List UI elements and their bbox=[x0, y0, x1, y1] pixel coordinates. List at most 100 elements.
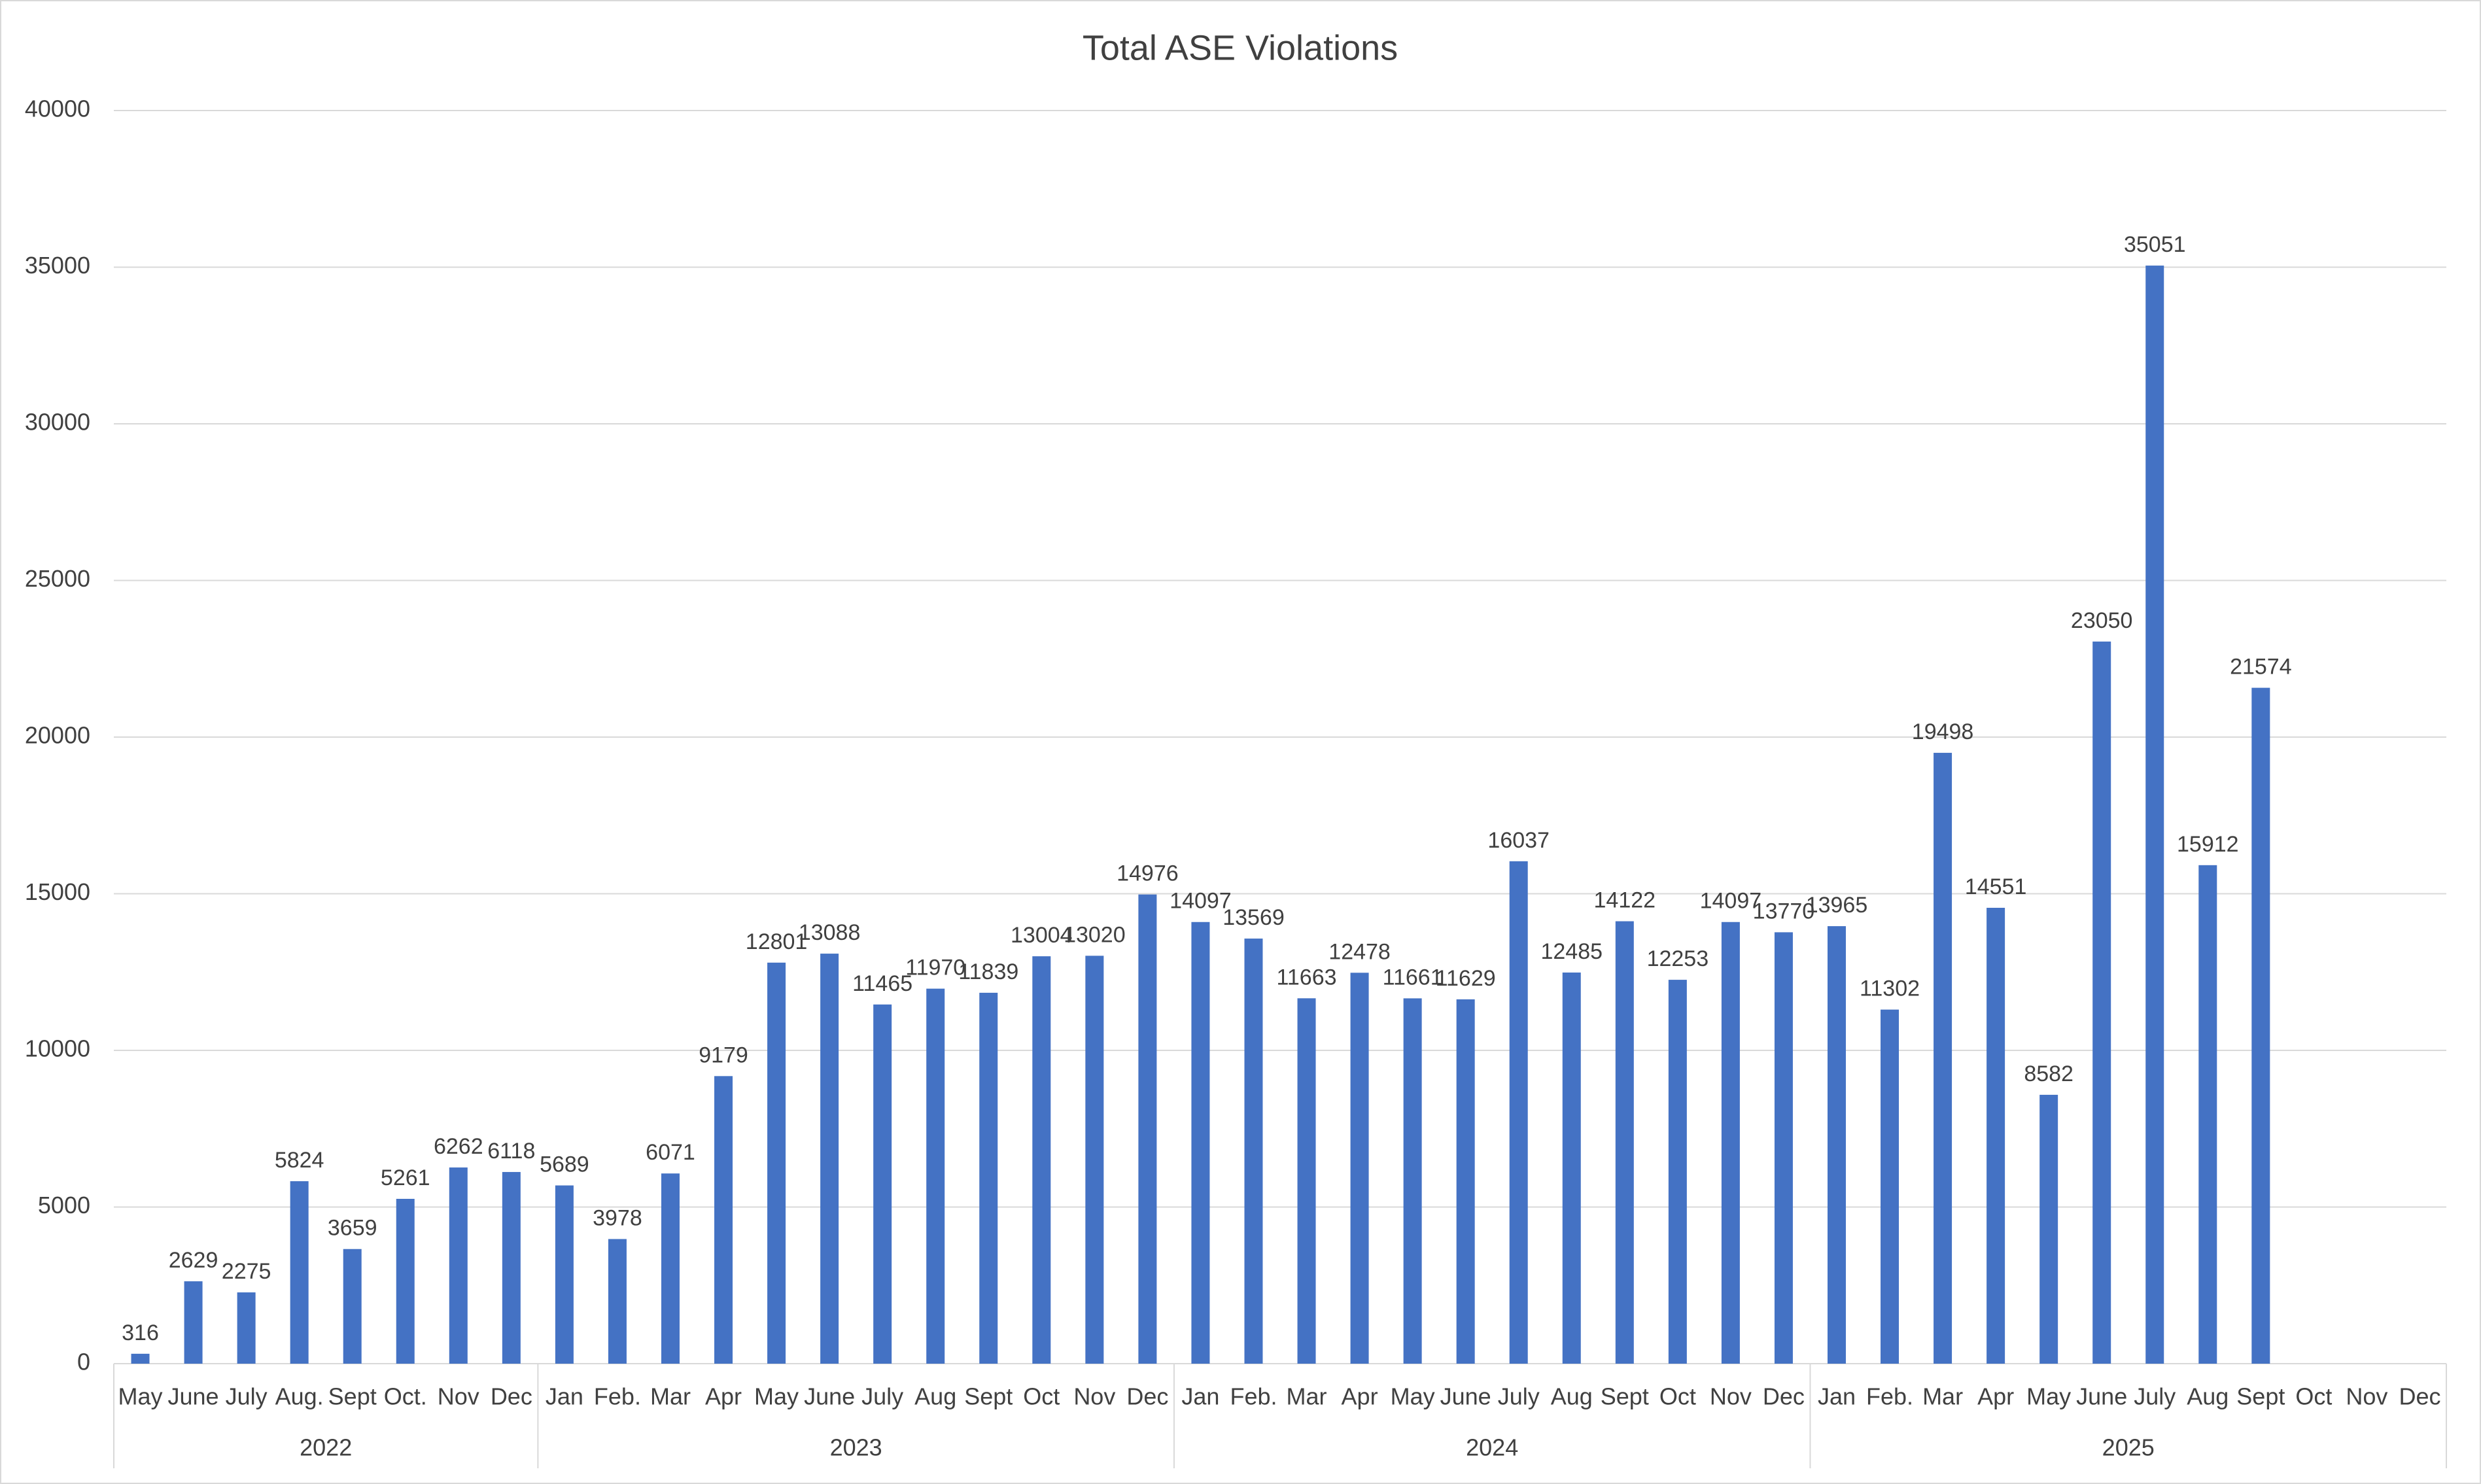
x-tick-label: Feb. bbox=[1866, 1383, 1913, 1410]
bar bbox=[979, 992, 998, 1364]
data-label: 13965 bbox=[1806, 893, 1868, 918]
bar bbox=[820, 954, 839, 1364]
bar bbox=[1032, 956, 1051, 1364]
bar bbox=[1191, 922, 1210, 1364]
bar bbox=[661, 1173, 680, 1364]
bar bbox=[2198, 865, 2217, 1364]
bar bbox=[2251, 687, 2270, 1364]
y-tick-label: 35000 bbox=[25, 252, 90, 279]
group-label: 2023 bbox=[830, 1434, 882, 1461]
data-label: 11970 bbox=[905, 956, 965, 980]
bar bbox=[449, 1167, 468, 1364]
x-tick-label: Nov bbox=[438, 1383, 479, 1410]
x-tick-label: June bbox=[2076, 1383, 2127, 1410]
x-tick-label: June bbox=[168, 1383, 219, 1410]
y-tick-label: 5000 bbox=[38, 1192, 90, 1218]
x-tick-label: Sept bbox=[328, 1383, 377, 1410]
data-label: 13088 bbox=[799, 920, 861, 945]
data-label: 13004 bbox=[1011, 923, 1073, 948]
x-tick-label: Aug bbox=[2187, 1383, 2229, 1410]
x-tick-label: Sept bbox=[964, 1383, 1013, 1410]
y-tick-label: 30000 bbox=[25, 409, 90, 436]
bar bbox=[1987, 908, 2005, 1364]
x-tick-label: Aug bbox=[1551, 1383, 1593, 1410]
x-tick-label: Mar bbox=[650, 1383, 691, 1410]
data-label: 2629 bbox=[169, 1248, 218, 1273]
x-tick-label: Oct. bbox=[384, 1383, 427, 1410]
bar bbox=[1138, 894, 1157, 1364]
x-tick-label: Nov bbox=[2346, 1383, 2387, 1410]
data-label: 15912 bbox=[2177, 832, 2239, 857]
x-tick-label: Jan bbox=[1818, 1383, 1856, 1410]
data-label: 14097 bbox=[1700, 889, 1762, 914]
y-tick-label: 25000 bbox=[25, 565, 90, 592]
y-tick-label: 20000 bbox=[25, 722, 90, 749]
data-label: 13770 bbox=[1753, 899, 1815, 923]
data-label: 12478 bbox=[1328, 939, 1391, 964]
data-label: 8582 bbox=[2024, 1061, 2073, 1086]
bar bbox=[343, 1249, 362, 1364]
x-tick-label: May bbox=[1391, 1383, 1435, 1410]
bar bbox=[1721, 922, 1740, 1364]
bar bbox=[2039, 1094, 2058, 1364]
bar bbox=[714, 1076, 733, 1364]
data-label: 316 bbox=[122, 1320, 159, 1345]
x-tick-label: Apr bbox=[705, 1383, 742, 1410]
bar bbox=[1827, 926, 1846, 1364]
bar bbox=[1881, 1009, 1900, 1364]
data-label: 6262 bbox=[434, 1134, 483, 1159]
data-label: 19498 bbox=[1912, 719, 1974, 744]
data-label: 2275 bbox=[222, 1259, 271, 1284]
data-label: 11661 bbox=[1383, 965, 1443, 990]
bar bbox=[1668, 980, 1687, 1364]
bar bbox=[290, 1181, 309, 1364]
data-label: 5824 bbox=[275, 1148, 324, 1173]
data-label: 11663 bbox=[1277, 965, 1337, 990]
bar bbox=[1774, 932, 1793, 1364]
x-tick-label: July bbox=[226, 1383, 268, 1410]
y-tick-label: 0 bbox=[77, 1349, 90, 1375]
data-label: 16037 bbox=[1487, 828, 1550, 853]
x-tick-label: Apr bbox=[1977, 1383, 2014, 1410]
x-tick-label: Oct bbox=[1023, 1383, 1060, 1410]
x-tick-label: Dec bbox=[1763, 1383, 1805, 1410]
x-tick-label: July bbox=[861, 1383, 903, 1410]
data-label: 23050 bbox=[2071, 608, 2133, 633]
bar bbox=[608, 1239, 627, 1364]
bar bbox=[2145, 266, 2164, 1364]
x-tick-label: June bbox=[804, 1383, 855, 1410]
x-tick-label: Nov bbox=[1710, 1383, 1752, 1410]
x-tick-label: Sept bbox=[2236, 1383, 2285, 1410]
bar bbox=[767, 962, 786, 1364]
y-tick-label: 40000 bbox=[25, 95, 90, 122]
data-label: 11839 bbox=[958, 959, 1018, 984]
x-tick-label: Dec bbox=[1126, 1383, 1168, 1410]
data-label: 3978 bbox=[593, 1205, 642, 1230]
data-label: 12253 bbox=[1647, 946, 1709, 971]
data-label: 5689 bbox=[540, 1152, 589, 1177]
bar bbox=[1244, 939, 1263, 1364]
bar bbox=[396, 1198, 415, 1364]
group-label: 2024 bbox=[1466, 1434, 1518, 1461]
x-tick-label: Mar bbox=[1922, 1383, 1963, 1410]
bar bbox=[131, 1353, 150, 1364]
bar bbox=[184, 1281, 203, 1364]
data-label: 12485 bbox=[1540, 939, 1603, 964]
bar bbox=[1403, 998, 1422, 1364]
data-label: 21574 bbox=[2230, 655, 2292, 680]
x-tick-label: Sept bbox=[1601, 1383, 1649, 1410]
data-label: 11465 bbox=[852, 971, 912, 996]
x-tick-label: Dec bbox=[491, 1383, 532, 1410]
bar bbox=[926, 988, 945, 1364]
data-label: 14976 bbox=[1117, 861, 1179, 886]
group-label: 2025 bbox=[2102, 1434, 2155, 1461]
data-label: 14122 bbox=[1594, 888, 1656, 913]
bar bbox=[555, 1185, 574, 1364]
bar bbox=[502, 1171, 521, 1364]
x-tick-label: Apr bbox=[1342, 1383, 1378, 1410]
x-tick-label: Jan bbox=[546, 1383, 583, 1410]
data-label: 11302 bbox=[1860, 976, 1920, 1001]
chart-title: Total ASE Violations bbox=[1083, 28, 1398, 67]
x-tick-label: Feb. bbox=[594, 1383, 641, 1410]
